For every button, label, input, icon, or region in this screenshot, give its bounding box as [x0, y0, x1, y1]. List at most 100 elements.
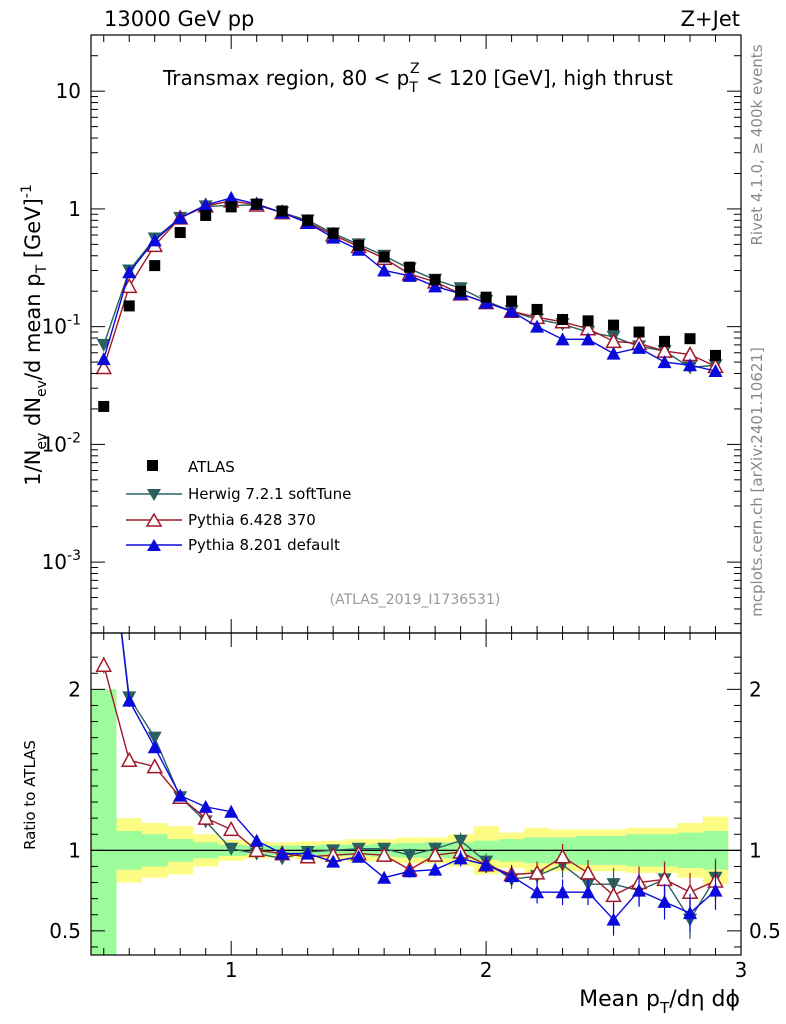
ratio-point [528, 864, 546, 880]
ratio-point [173, 788, 188, 802]
main-series-2 [95, 192, 724, 375]
main-point [506, 295, 518, 307]
mcplots-credit-text: mcplots.cern.ch [arXiv:2401.10621] [748, 347, 766, 617]
ratio-point [479, 857, 494, 871]
main-point [122, 265, 137, 279]
main-point [531, 303, 543, 315]
ratio-point [377, 870, 392, 884]
title-pre: Transmax region, 80 < p [162, 66, 409, 90]
ratio-point [581, 885, 596, 899]
main-point [98, 400, 110, 412]
ratio-point [453, 851, 468, 865]
main-point [225, 201, 237, 213]
main-point [147, 233, 162, 247]
main-line-3 [103, 197, 716, 372]
svg-text:1/Nev dNev/d mean pT [GeV]-1: 1/Nev dNev/d mean pT [GeV]-1 [19, 184, 50, 485]
ratio-point [122, 693, 137, 707]
main-point [428, 279, 443, 293]
main-point [530, 319, 545, 333]
main-point [353, 239, 365, 251]
main-point [710, 349, 722, 361]
ratio-series-2 [97, 473, 723, 936]
main-point [632, 340, 647, 354]
main-ytick-label: 10-2 [42, 430, 81, 456]
main-point [504, 304, 519, 318]
main-point [683, 358, 698, 372]
plot-title: Transmax region, 80 < pTZ < 120 [GeV], h… [162, 61, 673, 96]
ratio-point [300, 846, 315, 860]
main-point [708, 364, 723, 378]
ratio-point [606, 912, 621, 926]
ratio-point [224, 804, 239, 818]
main-point [455, 285, 467, 297]
ratio-point [120, 751, 138, 767]
main-ytick-label: 10-1 [42, 313, 81, 339]
ratio-point [504, 869, 519, 883]
ratio-point [248, 841, 265, 858]
ratio-point [632, 883, 647, 897]
x-axis-label: Mean pT/dη dϕ [579, 987, 740, 1017]
main-point [251, 198, 263, 210]
main-series-3 [96, 190, 723, 378]
main-point [657, 355, 672, 369]
main-point [557, 313, 569, 325]
ratio-point [197, 809, 214, 825]
legend-marker-py6 [145, 512, 163, 527]
ratio-ytick-label: 1 [68, 838, 81, 862]
legend-label-py8: Pythia 8.201 default [188, 536, 340, 554]
main-point [684, 333, 696, 345]
main-ytick-label: 10-3 [42, 548, 81, 574]
main-point [582, 315, 594, 327]
main-point [276, 205, 288, 217]
main-point [581, 332, 596, 346]
ratio-ylabel: Ratio to ATLAS [21, 740, 39, 850]
main-point [327, 227, 339, 239]
xlabel-post: /dη dϕ [669, 987, 740, 1012]
main-point [302, 214, 314, 226]
ratio-point [97, 474, 111, 487]
ratio-point [375, 846, 393, 862]
header-collision: 13000 GeV pp [104, 7, 254, 31]
ratio-point [147, 740, 162, 754]
main-point [378, 251, 390, 263]
title-post: < 120 [GeV], high thrust [420, 66, 674, 90]
main-point [659, 335, 671, 347]
main-point [174, 227, 186, 239]
ratio-xtick-label: 2 [480, 958, 493, 982]
main-ytick-label: 10 [56, 79, 81, 103]
main-series-1 [96, 198, 723, 375]
main-point [480, 291, 492, 303]
main-point [404, 261, 416, 273]
ratio-ytick-label-right: 1 [749, 838, 762, 862]
header-process: Z+Jet [681, 7, 740, 31]
ratio-point [326, 854, 341, 868]
main-point [96, 338, 111, 352]
ratio-point [657, 894, 672, 908]
ratio-ytick-label-right: 2 [749, 677, 762, 701]
ratio-point [147, 731, 162, 745]
ratio-point [402, 849, 417, 863]
ratio-point [275, 846, 290, 860]
legend-marker-herwig [147, 489, 161, 501]
ratio-point [146, 758, 163, 774]
xlabel-pre: Mean p [579, 987, 660, 1012]
main-point [123, 300, 135, 312]
ratio-point [224, 842, 239, 856]
main-point [173, 210, 188, 224]
main-point [96, 352, 111, 366]
main-series-0 [98, 198, 722, 412]
ratio-point [97, 473, 111, 486]
main-ylabel: 1/Nev dNev/d mean pT [GeV]-1 [19, 184, 50, 485]
ratio-point [554, 848, 571, 864]
legend-label-py6: Pythia 6.428 370 [188, 511, 316, 529]
ratio-point [683, 906, 698, 920]
ratio-point [198, 799, 213, 813]
main-point [429, 274, 441, 286]
main-point [633, 326, 645, 338]
main-point [224, 190, 239, 204]
ratio-point [249, 833, 264, 847]
main-line-1 [103, 204, 716, 369]
ratio-point [708, 883, 723, 897]
ratio-point [605, 886, 622, 903]
